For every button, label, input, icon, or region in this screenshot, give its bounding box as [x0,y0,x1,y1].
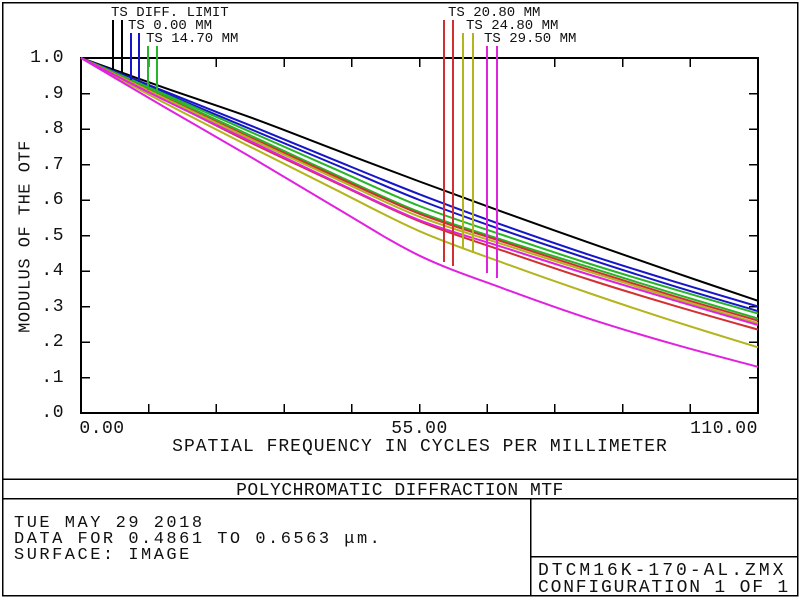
y-tick-label: .2 [41,332,64,352]
curve-s-14-70-mm [80,57,759,320]
curve-diffraction-limit [80,57,759,302]
x-tick-label: 110.00 [690,419,758,439]
footer-surface: SURFACE: IMAGE [14,546,192,565]
curve-s-0-00-mm [80,57,759,313]
y-tick-label: .9 [41,83,64,104]
curve-t-0-00-mm [80,57,759,308]
x-tick-label: 0.00 [79,419,125,439]
plot-title: POLYCHROMATIC DIFFRACTION MTF [236,481,564,501]
footer-data-range: DATA FOR 0.4861 TO 0.6563 μm. [14,530,383,549]
footer-date: TUE MAY 29 2018 [14,514,205,533]
curve-s-29-50-mm [80,57,759,326]
legend-label-ts-29-50-mm: TS 29.50 MM [484,31,577,47]
curve-s-24-80-mm [80,57,759,325]
y-tick-label: .1 [41,367,64,388]
legend-label-ts-24-80-mm: TS 24.80 MM [466,18,559,34]
x-axis-title: SPATIAL FREQUENCY IN CYCLES PER MILLIMET… [172,437,668,457]
y-tick-label: .8 [41,119,64,139]
curve-t-29-50-mm [80,57,759,368]
legend-label-ts-20-80-mm: TS 20.80 MM [448,5,541,21]
y-tick-label: .3 [41,296,64,317]
legend-label-ts-diff-limit: TS DIFF. LIMIT [111,5,229,21]
y-tick-label: .6 [41,190,64,210]
footer-configuration: CONFIGURATION 1 OF 1 [538,578,791,598]
x-tick-label: 55.00 [391,419,448,439]
curve-t-14-70-mm [80,57,759,315]
y-tick-label: .7 [41,154,64,175]
legend-label-ts-14-70-mm: TS 14.70 MM [146,31,239,47]
y-tick-label: .4 [41,261,64,281]
curve-t-24-80-mm [80,57,759,349]
y-tick-label: .5 [41,225,64,246]
legend-label-ts-0-00-mm: TS 0.00 MM [128,18,213,34]
y-tick-label: 1.0 [30,48,64,68]
footer-file-name: DTCM16K-170-AL.ZMX [538,561,787,581]
y-tick-label: .0 [41,403,64,423]
